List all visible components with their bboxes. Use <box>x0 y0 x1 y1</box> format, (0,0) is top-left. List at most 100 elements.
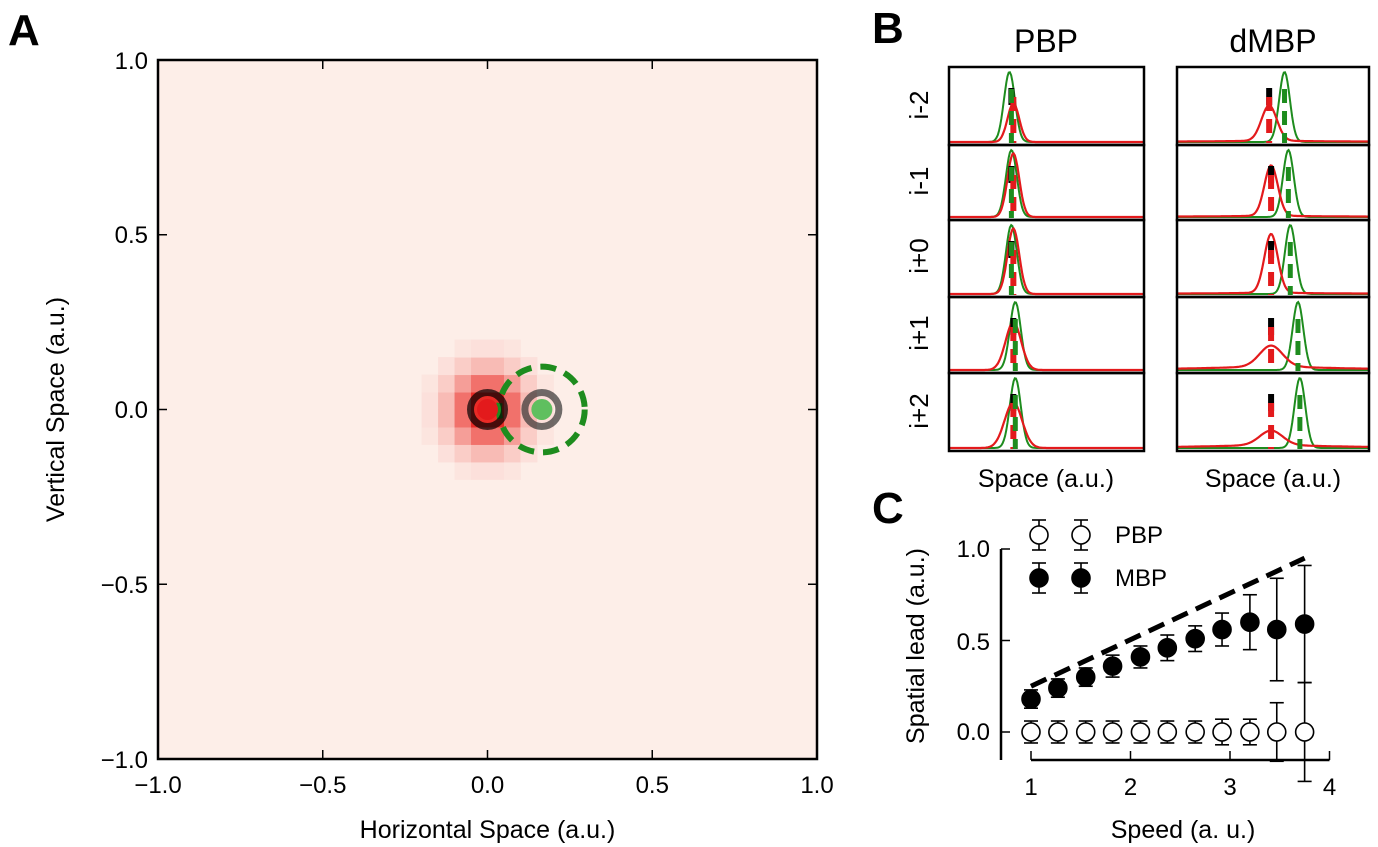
heatmap-cell <box>454 461 472 480</box>
pbp-point <box>1294 722 1315 742</box>
a-y-tick-label: 1.0 <box>115 48 148 75</box>
b-row-label: i-1 <box>904 167 934 196</box>
b-subplot-frame <box>947 65 1146 147</box>
c-y-tick-labels: 1.0 0.5 0.0 <box>957 536 990 746</box>
heatmap-cell <box>421 426 439 445</box>
pbp-point <box>1157 722 1178 742</box>
legend-mbp-marker <box>1029 568 1049 588</box>
heatmap-cell <box>520 426 538 445</box>
heatmap-cell <box>487 426 505 445</box>
heatmap-cell <box>454 374 472 393</box>
a-x-tick-label: 0.0 <box>471 772 504 799</box>
heatmap-cell <box>503 339 521 358</box>
b-row-label: i+2 <box>904 393 934 428</box>
heatmap-cell <box>438 357 456 376</box>
b-row-label: i+0 <box>904 238 934 273</box>
a-tick-marks <box>157 59 818 760</box>
a-y-tick-label: −0.5 <box>101 572 148 599</box>
estimate-profile-line <box>949 321 1144 372</box>
true-profile-line <box>949 223 1144 295</box>
a-x-tick-label: −0.5 <box>299 772 346 799</box>
b-subplot-frame <box>947 218 1146 299</box>
b-subplot <box>947 295 1146 375</box>
legend-pbp-marker <box>1071 525 1091 545</box>
b-x-axis-label-dmbp: Space (a.u.) <box>1205 465 1341 493</box>
b-subplot-frame <box>947 371 1146 453</box>
heatmap-cell <box>471 357 488 376</box>
heatmap-cell <box>487 357 505 376</box>
true-profile-line <box>949 377 1144 449</box>
pbp-point <box>1130 722 1151 742</box>
estimate-profile-line <box>949 226 1144 296</box>
heatmap-cell <box>520 374 538 393</box>
a-y-tick-label: 0.5 <box>115 222 148 249</box>
heatmap-cell <box>454 339 472 358</box>
true-position-marker-ring <box>521 389 563 430</box>
a-y-tick-label: 0.0 <box>115 397 148 424</box>
heatmap-cell <box>471 444 488 463</box>
b-column-title-pbp: PBP <box>1014 23 1078 59</box>
true-position-marker <box>531 399 553 420</box>
b-row-label: i+1 <box>904 315 934 350</box>
true-profile-line <box>949 301 1144 371</box>
estimate-profile-line <box>949 102 1144 144</box>
b-subplots <box>947 65 1371 453</box>
heatmap-cell <box>471 461 488 480</box>
mbp-point <box>1048 678 1068 698</box>
position-markers <box>467 363 588 456</box>
pbp-point <box>1075 722 1096 742</box>
b-x-axis-label-pbp: Space (a.u.) <box>978 465 1114 493</box>
dashed-range-circle <box>496 363 588 456</box>
true-profile-line <box>949 71 1144 143</box>
pbp-point <box>1102 722 1123 742</box>
mbp-point <box>1130 647 1151 667</box>
heatmap-cell <box>438 409 456 428</box>
heatmap-cell <box>503 392 521 410</box>
estimate-profile-line <box>1177 232 1370 295</box>
b-subplot-frame <box>947 295 1146 375</box>
c-x-tick-label: 1 <box>1024 774 1037 801</box>
legend-label-pbp: PBP <box>1115 522 1163 549</box>
heatmap-cell <box>438 392 456 410</box>
legend-pbp-marker <box>1029 525 1049 545</box>
true-profile-line <box>949 148 1144 218</box>
mbp-point <box>1212 619 1232 640</box>
mbp-point <box>1021 689 1041 709</box>
heatmap-cell <box>471 374 488 393</box>
a-x-tick-label: −1.0 <box>134 772 181 799</box>
a-y-tick-label: −1.0 <box>101 747 148 774</box>
heatmap-cell <box>421 409 439 428</box>
a-x-tick-labels: −1.0 −0.5 0.0 0.5 1.0 <box>134 772 833 799</box>
heatmap-cell <box>503 409 521 428</box>
c-x-tick-label: 3 <box>1223 774 1236 801</box>
heatmap-cell <box>454 409 472 428</box>
c-x-axis-label: Speed (a. u.) <box>1111 816 1256 844</box>
c-y-tick-label: 1.0 <box>957 536 990 563</box>
b-subplot-frame <box>947 143 1146 222</box>
c-plot-area <box>999 548 1331 783</box>
true-profile-line <box>1177 300 1369 371</box>
b-subplot <box>1175 295 1371 375</box>
c-x-tick-labels: 1 2 3 4 <box>1024 774 1336 801</box>
b-subplot <box>1175 218 1371 299</box>
a-y-tick-labels: 1.0 0.5 0.0 −0.5 −1.0 <box>101 48 148 774</box>
mbp-point <box>1075 667 1096 687</box>
mbp-point <box>1240 612 1260 633</box>
mbp-point <box>1102 656 1123 676</box>
estimate-profile-line <box>1177 104 1370 143</box>
c-x-tick-label: 2 <box>1124 774 1137 801</box>
a-y-axis-label: Vertical Space (a.u.) <box>42 297 70 522</box>
pbp-point <box>1048 722 1068 742</box>
c-y-tick-label: 0.5 <box>957 629 990 656</box>
mbp-point <box>1294 614 1315 634</box>
mbp-point <box>1157 638 1178 658</box>
true-profile-line <box>1177 71 1369 143</box>
pbp-point <box>1212 722 1232 742</box>
mbp-point <box>1185 628 1205 649</box>
c-y-axis-label: Spatial lead (a.u.) <box>902 548 930 744</box>
b-subplot <box>1175 65 1371 147</box>
pbp-point <box>1021 722 1041 742</box>
heatmap-cell <box>487 339 505 358</box>
b-subplot-frame <box>1175 371 1371 453</box>
